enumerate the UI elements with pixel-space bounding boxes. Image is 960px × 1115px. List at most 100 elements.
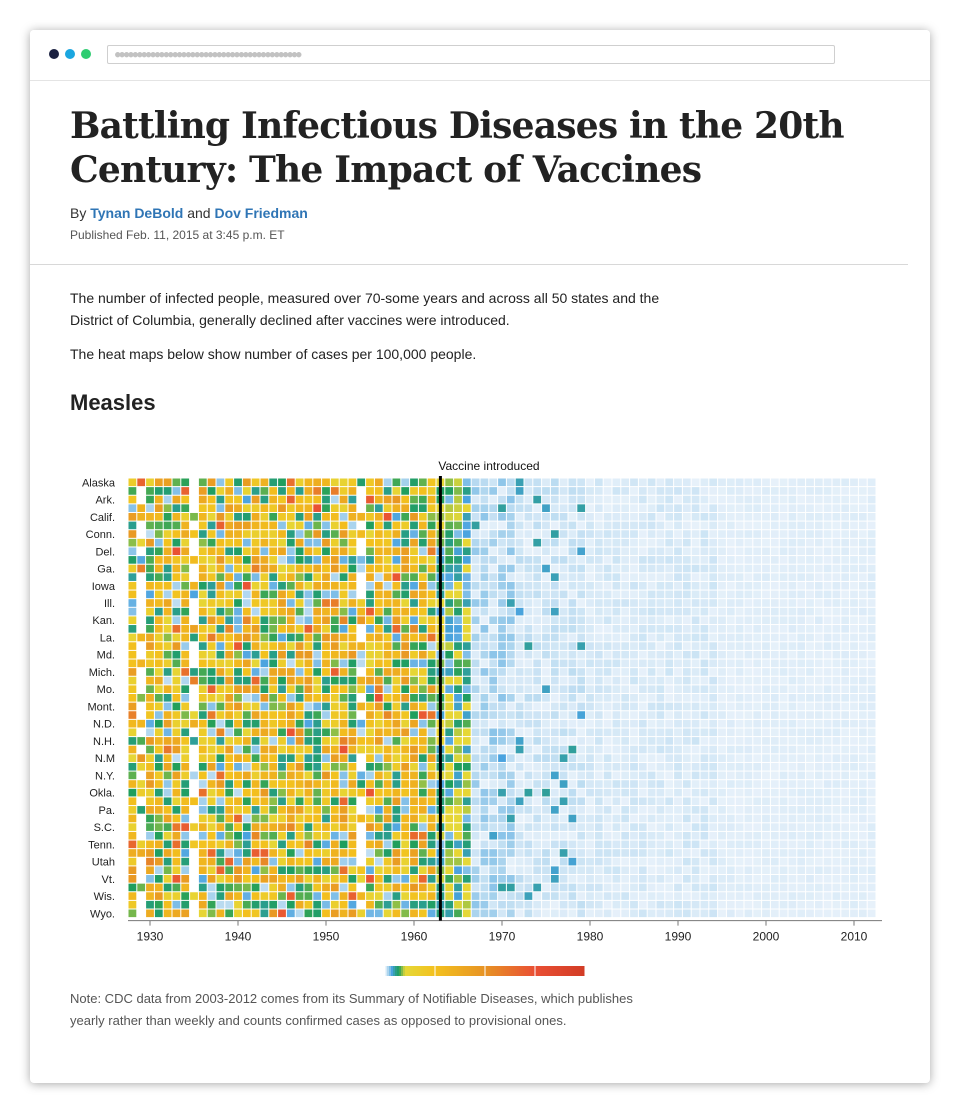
heatmap-cell <box>286 883 295 892</box>
heatmap-cell <box>366 823 374 831</box>
window-maximize-dot[interactable] <box>81 49 91 59</box>
heatmap-cell <box>146 581 154 590</box>
heatmap-cell <box>163 659 172 668</box>
heatmap-cell <box>612 530 621 538</box>
heatmap-cell <box>832 883 841 892</box>
heatmap-cell <box>603 590 612 599</box>
heatmap-cell <box>172 900 181 909</box>
heatmap-cell <box>594 642 603 650</box>
heatmap-cell <box>814 814 823 823</box>
heatmap-cell <box>304 676 313 685</box>
window-minimize-dot[interactable] <box>65 49 75 59</box>
heatmap-cell <box>779 650 788 659</box>
heatmap-cell <box>858 581 867 590</box>
heatmap-cell <box>542 702 550 711</box>
heatmap-cell <box>850 642 858 650</box>
heatmap-cell <box>638 581 647 590</box>
heatmap-cell <box>366 633 374 642</box>
heatmap-cell <box>638 857 647 866</box>
author-link-debold[interactable]: Tynan DeBold <box>90 205 184 221</box>
heatmap-cell <box>506 754 515 762</box>
heatmap-cell <box>665 780 674 788</box>
heatmap-cell <box>779 530 788 538</box>
heatmap-cell <box>533 599 542 607</box>
heatmap-cell <box>471 659 480 668</box>
heatmap-cell <box>665 711 674 719</box>
heatmap-cell <box>744 530 753 538</box>
heatmap-cell <box>313 668 322 676</box>
heatmap-cell <box>630 521 638 530</box>
heatmap-cell <box>718 814 726 823</box>
heatmap-cell <box>506 607 515 616</box>
heatmap-cell <box>665 909 674 918</box>
heatmap-cell <box>313 866 322 875</box>
heatmap-cell <box>383 625 392 633</box>
heatmap-cell <box>462 857 471 866</box>
author-link-friedman[interactable]: Dov Friedman <box>214 205 308 221</box>
heatmap-cell <box>656 538 665 547</box>
heatmap-cell <box>797 806 806 814</box>
heatmap-cell <box>313 538 322 547</box>
heatmap-cell <box>665 814 674 823</box>
heatmap-cell <box>216 530 225 538</box>
heatmap-cell <box>823 530 832 538</box>
heatmap-cell <box>146 857 154 866</box>
heatmap-cell <box>366 521 374 530</box>
heatmap-cell <box>471 625 480 633</box>
heatmap-cell <box>665 495 674 504</box>
heatmap-cell <box>234 487 242 495</box>
heatmap-cell <box>823 676 832 685</box>
heatmap-cell <box>709 556 718 564</box>
heatmap-cell <box>691 806 700 814</box>
heatmap-cell <box>559 478 568 487</box>
heatmap-cell <box>489 495 498 504</box>
heatmap-cell <box>867 892 876 900</box>
heatmap-cell <box>269 866 278 875</box>
heatmap-cell <box>286 814 295 823</box>
heatmap-cell <box>295 866 304 875</box>
legend-swatch <box>525 966 528 976</box>
heatmap-cell <box>788 694 797 702</box>
heatmap-cell <box>700 762 709 771</box>
heatmap-cell <box>586 607 594 616</box>
heatmap-cell <box>797 625 806 633</box>
heatmap-cell <box>850 564 858 573</box>
heatmap-cell <box>797 883 806 892</box>
heatmap-cell <box>700 728 709 737</box>
heatmap-cell <box>682 745 691 754</box>
heatmap-cell <box>234 599 242 607</box>
heatmap-cell <box>542 547 550 556</box>
heatmap-cell <box>260 487 269 495</box>
y-axis-label: Wis. <box>94 891 115 903</box>
heatmap-cell <box>630 504 638 512</box>
heatmap-cell <box>621 806 630 814</box>
heatmap-cell <box>823 737 832 745</box>
heatmap-cell <box>225 737 234 745</box>
heatmap-cell <box>154 676 163 685</box>
heatmap-cell <box>762 616 770 625</box>
heatmap-cell <box>647 806 656 814</box>
heatmap-cell <box>577 590 586 599</box>
heatmap-cell <box>674 745 682 754</box>
heatmap-cell <box>348 607 357 616</box>
heatmap-cell <box>515 823 524 831</box>
heatmap-cell <box>726 685 735 693</box>
heatmap-cell <box>814 840 823 849</box>
heatmap-cell <box>462 547 471 556</box>
heatmap-cell <box>278 642 286 650</box>
heatmap-cell <box>418 762 427 771</box>
heatmap-cell <box>498 840 506 849</box>
heatmap-cell <box>242 909 251 918</box>
heatmap-cell <box>445 625 454 633</box>
address-bar[interactable]: ●●●●●●●●●●●●●●●●●●●●●●●●●●●●●●●●●●●●●●●●… <box>107 45 835 64</box>
heatmap-cell <box>621 538 630 547</box>
heatmap-cell <box>462 711 471 719</box>
heatmap-cell <box>392 685 401 693</box>
heatmap-cell <box>418 900 427 909</box>
heatmap-cell <box>709 590 718 599</box>
heatmap-cell <box>383 581 392 590</box>
heatmap-cell <box>797 616 806 625</box>
heatmap-cell <box>682 478 691 487</box>
heatmap-cell <box>850 547 858 556</box>
window-close-dot[interactable] <box>49 49 59 59</box>
